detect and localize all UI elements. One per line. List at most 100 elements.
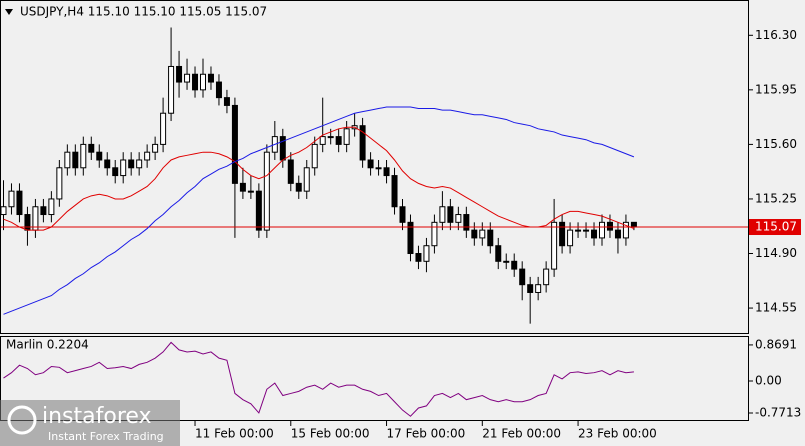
chart-title: USDJPY,H4 115.10 115.10 115.05 115.07 xyxy=(20,5,267,19)
y-tick-label: 115.25 xyxy=(755,191,797,205)
candle-body xyxy=(455,214,462,223)
candle-body xyxy=(104,159,111,169)
candle-body xyxy=(112,167,119,177)
candle-body xyxy=(247,190,254,193)
panel-arrow xyxy=(5,9,13,15)
indicator-line xyxy=(3,341,634,417)
candle-body xyxy=(168,65,175,114)
candle-body xyxy=(367,159,374,169)
candle-body xyxy=(630,221,637,228)
candle-body xyxy=(136,159,143,169)
candle-body xyxy=(128,159,135,169)
candle-body xyxy=(160,112,167,145)
candle-body xyxy=(144,151,151,161)
candle-body xyxy=(295,182,302,192)
candle-body xyxy=(383,167,390,177)
candle-body xyxy=(583,229,590,232)
candle-body xyxy=(471,229,478,239)
y-tick-label: 115.60 xyxy=(755,137,797,151)
candle-body xyxy=(495,245,502,262)
candle-body xyxy=(263,151,270,231)
candle-body xyxy=(519,268,526,286)
candle-body xyxy=(591,229,598,239)
candle-body xyxy=(40,206,47,216)
y-tick-label: 114.55 xyxy=(755,301,797,315)
y-tick-label: 115.95 xyxy=(755,82,797,96)
last-price-label: 115.07 xyxy=(755,220,797,234)
candle-body xyxy=(88,143,95,153)
candle-body xyxy=(192,73,199,91)
candle-body xyxy=(463,214,470,231)
candle-body xyxy=(527,284,534,293)
x-tick-label: 11 Feb 00:00 xyxy=(195,427,274,441)
candle-body xyxy=(311,143,318,169)
watermark: instaforex Instant Forex Trading xyxy=(0,400,180,446)
candle-body xyxy=(551,221,558,270)
watermark-tagline: Instant Forex Trading xyxy=(48,430,164,443)
watermark-bg xyxy=(0,400,180,446)
main-panel xyxy=(0,0,749,334)
candle-body xyxy=(255,190,262,231)
candle-body xyxy=(423,245,430,262)
candle-body xyxy=(543,268,550,286)
candle-body xyxy=(120,159,127,177)
candle-body xyxy=(231,104,238,184)
candle-body xyxy=(415,253,422,262)
candle-body xyxy=(80,143,87,169)
candle-body xyxy=(575,229,582,232)
y-tick-label: 0.8691 xyxy=(755,337,797,351)
candle-body xyxy=(239,182,246,192)
candle-body xyxy=(567,229,574,247)
candle-body xyxy=(72,151,79,169)
candle-body xyxy=(375,167,382,170)
candle-body xyxy=(391,175,398,208)
candle-body xyxy=(184,73,191,83)
candle-body xyxy=(511,260,518,270)
candle-body xyxy=(431,221,438,247)
y-tick-label: -0.7713 xyxy=(755,405,801,419)
y-tick-label: 116.30 xyxy=(755,28,797,42)
candle-body xyxy=(599,221,605,239)
candle-body xyxy=(16,190,23,216)
candle-body xyxy=(559,221,566,247)
candle-body xyxy=(200,73,206,91)
indicator-line xyxy=(3,126,635,231)
candle-body xyxy=(319,136,326,145)
candle-body xyxy=(327,136,334,139)
candle-body xyxy=(343,128,350,145)
candle-body xyxy=(96,151,103,161)
candle-body xyxy=(399,206,406,223)
candle-body xyxy=(335,136,342,145)
candle-body xyxy=(622,221,629,239)
candle-body xyxy=(223,97,230,106)
x-tick-label: 15 Feb 00:00 xyxy=(291,427,370,441)
candle-body xyxy=(56,167,63,200)
candle-body xyxy=(447,206,454,223)
candle-body xyxy=(8,190,15,208)
y-tick-label: 0.00 xyxy=(755,373,782,387)
candle-body xyxy=(48,198,55,216)
candle-body xyxy=(407,221,414,255)
indicator-line xyxy=(3,106,635,315)
x-tick-label: 23 Feb 00:00 xyxy=(578,427,657,441)
candle-body xyxy=(64,151,71,169)
x-tick-label: 17 Feb 00:00 xyxy=(387,427,466,441)
candle-body xyxy=(359,125,366,161)
candle-body xyxy=(614,229,621,239)
candle-body xyxy=(207,73,214,83)
candle-body xyxy=(176,65,183,83)
candle-body xyxy=(439,206,446,223)
candle-body xyxy=(152,143,159,153)
candle-body xyxy=(606,221,613,231)
candle-body xyxy=(215,81,222,99)
watermark-icon xyxy=(7,405,37,435)
candle-body xyxy=(0,206,7,216)
candle-body xyxy=(503,260,510,263)
candle-body xyxy=(479,229,486,239)
last-price-box xyxy=(749,219,801,236)
watermark-brand: instaforex xyxy=(42,404,152,429)
candle-body xyxy=(487,229,494,247)
candle-body xyxy=(303,167,310,192)
y-tick-label: 114.90 xyxy=(755,246,797,260)
candle-body xyxy=(287,159,294,184)
